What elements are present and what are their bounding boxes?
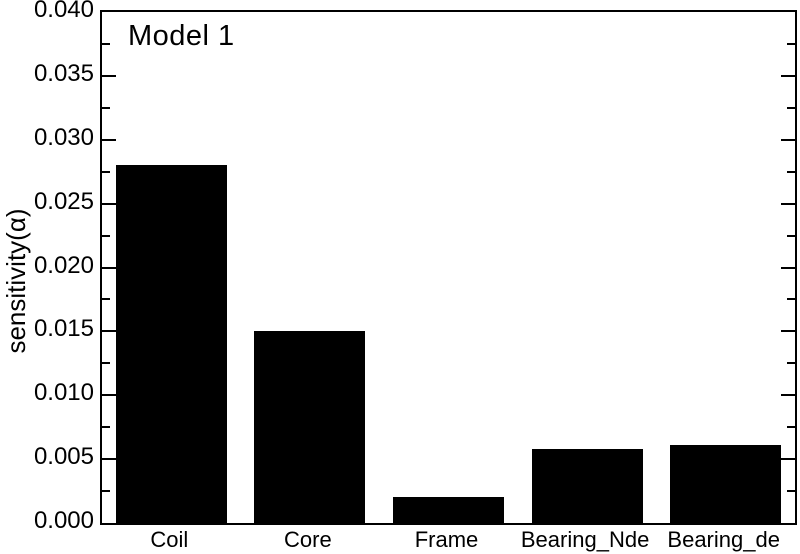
- y-major-tick-right: [781, 138, 795, 141]
- y-major-tick-right: [781, 74, 795, 77]
- y-minor-tick-left: [102, 234, 110, 237]
- y-minor-tick-right: [787, 426, 795, 429]
- y-minor-tick-right: [787, 490, 795, 493]
- plot-area: Model 1: [100, 10, 797, 525]
- chart-title-annotation: Model 1: [128, 20, 235, 52]
- y-minor-tick-right: [787, 42, 795, 45]
- y-minor-tick-left: [102, 298, 110, 301]
- y-major-tick-right: [781, 266, 795, 269]
- y-tick-label-0.030: 0.030: [33, 123, 94, 151]
- x-tick-label-core: Core: [284, 527, 332, 552]
- x-tick-label-frame: Frame: [414, 527, 479, 552]
- y-tick-label-0.010: 0.010: [33, 379, 94, 407]
- y-tick-label-0.020: 0.020: [33, 251, 94, 279]
- y-minor-tick-left: [102, 362, 110, 365]
- x-tick-label-bearing_nde: Bearing_Nde: [520, 527, 650, 552]
- y-major-tick-left: [102, 138, 116, 141]
- y-minor-tick-left: [102, 42, 110, 45]
- y-minor-tick-left: [102, 426, 110, 429]
- bar-core: [254, 331, 366, 523]
- y-minor-tick-left: [102, 106, 110, 109]
- y-tick-label-0.005: 0.005: [33, 443, 94, 471]
- y-minor-tick-left: [102, 170, 110, 173]
- x-tick-label-coil: Coil: [150, 527, 189, 552]
- y-tick-label-0.035: 0.035: [33, 59, 94, 87]
- bar-bearing_nde: [531, 448, 643, 523]
- y-major-tick-right: [781, 394, 795, 397]
- y-major-tick-right: [781, 458, 795, 461]
- x-tick-label-bearing_de: Bearing_de: [667, 527, 780, 552]
- y-minor-tick-left: [102, 490, 110, 493]
- bar-bearing_de: [670, 445, 782, 523]
- y-tick-label-0.000: 0.000: [33, 507, 94, 534]
- y-tick-label-0.015: 0.015: [33, 315, 94, 343]
- y-major-tick-left: [102, 266, 116, 269]
- y-minor-tick-right: [787, 106, 795, 109]
- y-minor-tick-right: [787, 362, 795, 365]
- bar-coil: [115, 165, 227, 523]
- y-major-tick-right: [781, 202, 795, 205]
- y-tick-label-0.025: 0.025: [33, 187, 94, 215]
- y-tick-label-0.040: 0.040: [33, 0, 94, 23]
- bar-frame: [393, 497, 504, 523]
- y-minor-tick-right: [787, 234, 795, 237]
- y-major-tick-left: [102, 394, 116, 397]
- y-minor-tick-right: [787, 170, 795, 173]
- y-major-tick-right: [781, 330, 795, 333]
- y-major-tick-left: [102, 458, 116, 461]
- y-major-tick-left: [102, 74, 116, 77]
- y-minor-tick-right: [787, 298, 795, 301]
- y-major-tick-left: [102, 202, 116, 205]
- y-major-tick-left: [102, 330, 116, 333]
